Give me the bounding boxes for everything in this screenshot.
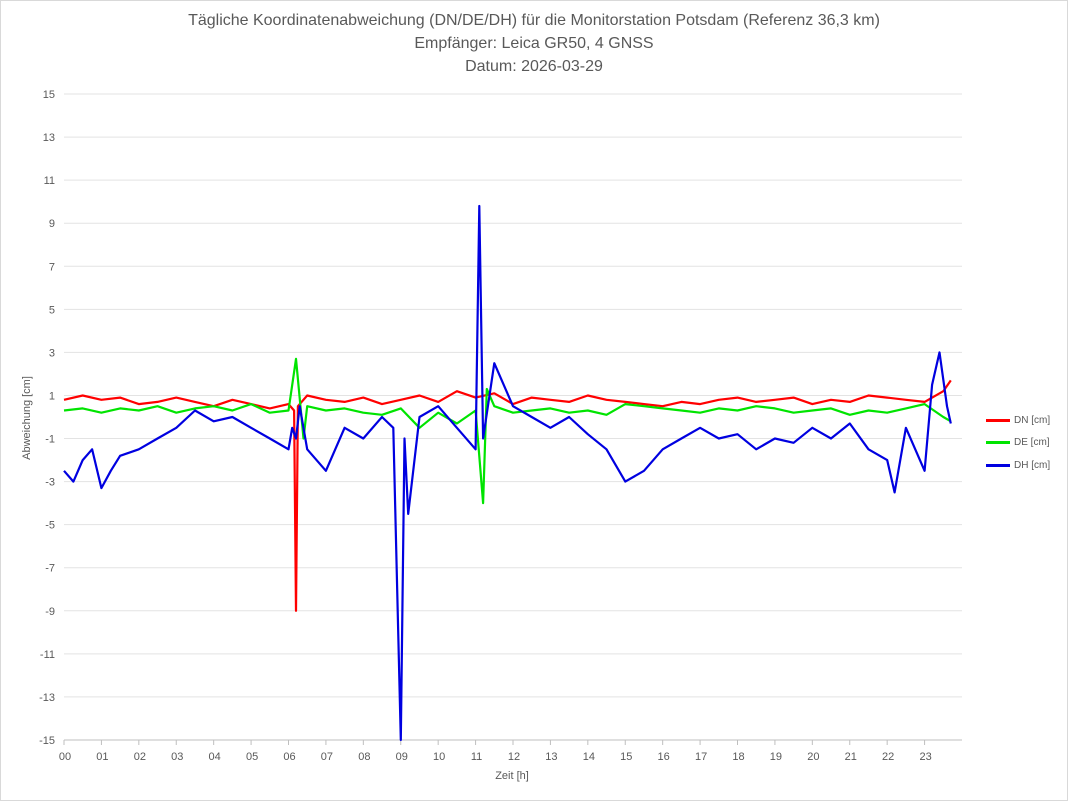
x-tick-label: 23 xyxy=(919,751,931,763)
x-tick-label: 07 xyxy=(321,751,333,763)
x-tick-label: 16 xyxy=(658,751,670,763)
y-tick-label: 3 xyxy=(49,347,55,359)
chart-subtitle-receiver: Empfänger: Leica GR50, 4 GNSS xyxy=(414,35,654,52)
x-tick-label: 14 xyxy=(583,751,595,763)
legend-label-dn: DN [cm] xyxy=(1014,414,1051,426)
legend-item-dh: DH [cm] xyxy=(986,454,1050,477)
x-tick-label: 11 xyxy=(471,751,482,763)
legend-label-de: DE [cm] xyxy=(1014,437,1050,449)
y-tick-label: 1 xyxy=(49,390,55,402)
legend: DN [cm] DE [cm] DH [cm] xyxy=(986,409,1050,477)
legend-label-dh: DH [cm] xyxy=(1014,459,1051,471)
x-tick-label: 09 xyxy=(396,751,408,763)
chart-title: Tägliche Koordinatenabweichung (DN/DE/DH… xyxy=(188,12,880,29)
legend-swatch-dh xyxy=(986,463,1010,467)
x-tick-label: 03 xyxy=(171,751,183,763)
series-line-de xyxy=(63,357,952,505)
x-tick-label: 01 xyxy=(96,751,108,763)
x-tick-label: 20 xyxy=(807,751,819,763)
x-tick-label: 18 xyxy=(732,751,744,763)
y-axis-label: Abweichung [cm] xyxy=(21,376,33,460)
y-tick-label: -13 xyxy=(39,692,55,704)
x-axis-ticks: 00 01 02 03 04 05 06 07 08 09 10 11 12 13 14 15 16 17 18 19… xyxy=(59,740,932,763)
legend-item-de: DE [cm] xyxy=(986,432,1050,455)
y-tick-label: -3 xyxy=(45,477,55,489)
x-tick-label: 04 xyxy=(209,751,221,763)
y-tick-label: -9 xyxy=(45,606,55,618)
y-tick-label: 15 xyxy=(43,89,55,101)
y-tick-label: -7 xyxy=(45,563,55,575)
gridlines xyxy=(64,93,962,741)
y-tick-label: -1 xyxy=(45,434,55,446)
x-tick-label: 15 xyxy=(620,751,632,763)
x-tick-label: 19 xyxy=(770,751,782,763)
legend-item-dn: DN [cm] xyxy=(986,409,1050,432)
y-tick-label: 5 xyxy=(49,304,55,316)
y-tick-label: 9 xyxy=(49,218,55,230)
y-tick-label: -5 xyxy=(45,520,55,532)
series-line-dn xyxy=(63,379,952,612)
x-tick-label: 00 xyxy=(59,751,71,763)
series-line-dh xyxy=(63,204,952,742)
legend-swatch-de xyxy=(986,441,1010,445)
x-tick-label: 05 xyxy=(246,751,258,763)
x-tick-label: 12 xyxy=(508,751,520,763)
x-tick-label: 10 xyxy=(433,751,445,763)
y-tick-label: 11 xyxy=(44,175,55,187)
y-tick-label: -15 xyxy=(39,735,55,747)
x-tick-label: 13 xyxy=(545,751,557,763)
series-lines xyxy=(63,204,952,742)
x-tick-label: 21 xyxy=(845,751,857,763)
y-tick-label: -11 xyxy=(40,649,55,661)
x-tick-label: 06 xyxy=(283,751,295,763)
x-axis-label: Zeit [h] xyxy=(495,770,529,782)
y-axis-ticks: 15 13 11 9 7 5 3 1 -1 -3 -5 -7 -9 -11 -13 -15 xyxy=(39,89,55,747)
chart-subtitle-date: Datum: 2026-03-29 xyxy=(465,58,603,75)
legend-swatch-dn xyxy=(986,418,1010,422)
x-tick-label: 02 xyxy=(134,751,146,763)
y-tick-label: 13 xyxy=(43,132,55,144)
x-tick-label: 22 xyxy=(882,751,894,763)
x-tick-label: 08 xyxy=(358,751,370,763)
y-tick-label: 7 xyxy=(49,261,55,273)
x-tick-label: 17 xyxy=(695,751,707,763)
